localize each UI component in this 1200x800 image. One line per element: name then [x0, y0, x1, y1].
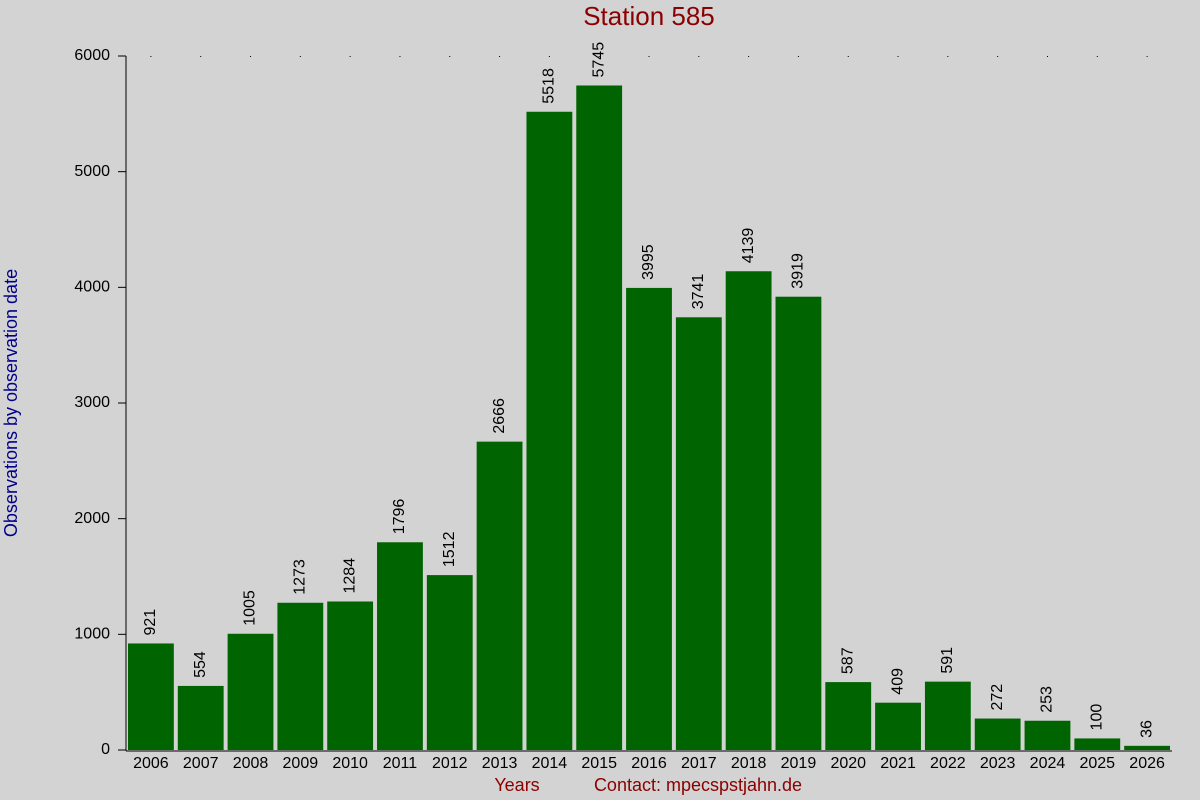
x-tick-label: 2018	[731, 755, 767, 772]
x-tick-label: 2016	[631, 755, 667, 772]
bar	[127, 643, 174, 750]
bar	[924, 681, 971, 750]
y-axis-label: Observations by observation date	[1, 269, 21, 537]
x-tick-label: 2023	[980, 755, 1016, 772]
x-tick-label: 2010	[332, 755, 368, 772]
x-tick-label: 2022	[930, 755, 966, 772]
data-label: 272	[989, 684, 1006, 711]
x-tick-label: 2013	[482, 755, 518, 772]
x-tick-label: 2011	[383, 755, 418, 772]
data-label: 587	[839, 647, 856, 674]
bar	[377, 542, 423, 750]
data-label: 36	[1138, 720, 1155, 738]
data-label: 1796	[391, 499, 408, 535]
bar	[476, 441, 523, 750]
x-tick-label: 2017	[681, 755, 717, 772]
y-tick-label: 0	[101, 741, 110, 758]
data-label: 1284	[341, 558, 358, 594]
data-label: 3995	[640, 244, 657, 280]
data-label: 554	[192, 651, 209, 678]
bar	[626, 287, 672, 750]
x-tick-label: 2014	[532, 755, 568, 772]
bar	[327, 601, 374, 750]
data-label: 5518	[541, 68, 558, 104]
x-tick-label: 2009	[283, 755, 319, 772]
bar	[426, 575, 473, 750]
data-label: 1512	[441, 531, 458, 567]
chart-title: Station 585	[583, 1, 715, 31]
bar	[775, 296, 822, 750]
data-label: 5745	[590, 42, 607, 78]
bar	[675, 317, 722, 750]
data-label: 4139	[740, 228, 757, 264]
data-label: 591	[939, 647, 956, 674]
x-axis-label: Years	[494, 775, 539, 795]
x-tick-label: 2024	[1030, 755, 1066, 772]
bar	[526, 111, 573, 750]
bar	[1024, 720, 1071, 750]
x-tick-label: 2006	[133, 755, 169, 772]
data-label: 2666	[491, 398, 508, 434]
bar	[875, 702, 921, 750]
x-tick-label: 2015	[581, 755, 617, 772]
data-label: 100	[1089, 704, 1106, 731]
x-tick-label: 2007	[183, 755, 219, 772]
bar	[1124, 745, 1171, 750]
bar	[576, 85, 623, 751]
y-tick-label: 5000	[74, 163, 110, 180]
x-tick-label: 2019	[781, 755, 817, 772]
bar	[1074, 738, 1121, 750]
y-tick-label: 2000	[74, 510, 110, 527]
x-tick-label: 2025	[1079, 755, 1115, 772]
data-label: 1005	[242, 590, 259, 626]
data-label: 921	[142, 609, 159, 636]
x-tick-label: 2020	[830, 755, 866, 772]
data-label: 253	[1039, 686, 1056, 713]
bar	[227, 633, 274, 750]
data-label: 3919	[790, 253, 807, 289]
data-label: 1273	[292, 559, 309, 595]
contact: Contact: mpecspstjahn.de	[594, 775, 802, 795]
bar	[277, 602, 324, 750]
data-label: 409	[889, 668, 906, 695]
x-tick-label: 2026	[1129, 755, 1165, 772]
x-tick-label: 2008	[233, 755, 269, 772]
x-tick-label: 2012	[432, 755, 468, 772]
y-tick-label: 6000	[74, 47, 110, 64]
y-tick-label: 4000	[74, 279, 110, 296]
bar	[725, 271, 772, 750]
bar	[825, 682, 872, 750]
y-tick-label: 1000	[74, 626, 110, 643]
bar	[177, 685, 224, 750]
bar	[974, 718, 1021, 750]
y-tick-label: 3000	[74, 394, 110, 411]
x-tick-label: 2021	[880, 755, 916, 772]
data-label: 3741	[690, 274, 707, 310]
